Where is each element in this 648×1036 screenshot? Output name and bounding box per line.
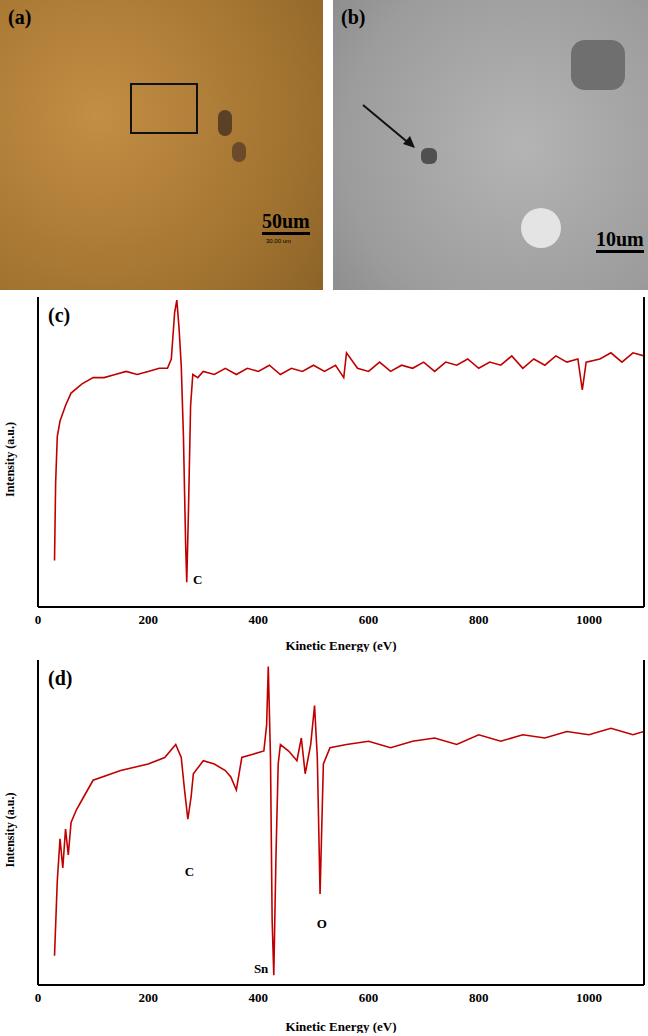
svg-text:Intensity (a.u.): Intensity (a.u.) [3, 422, 17, 497]
svg-text:C: C [185, 864, 194, 879]
html-text:(b): (b) [341, 6, 366, 28]
html-text:(d): (d) [48, 667, 73, 689]
html-text:(a): (a) [8, 6, 32, 28]
html-text:50um: 50um [262, 210, 310, 232]
svg-text:Intensity (a.u.): Intensity (a.u.) [3, 792, 17, 867]
svg-text:400: 400 [249, 990, 269, 1005]
svg-text:400: 400 [249, 612, 269, 627]
svg-text:Sn: Sn [254, 961, 269, 976]
svg-text:Kinetic Energy (eV): Kinetic Energy (eV) [285, 638, 396, 652]
html-text:30.00 um: 30.00 um [266, 238, 291, 244]
svg-text:O: O [317, 916, 327, 931]
svg-text:600: 600 [359, 612, 379, 627]
svg-text:800: 800 [469, 990, 489, 1005]
svg-text:C: C [193, 572, 202, 587]
html-text:(c): (c) [48, 304, 71, 326]
svg-text:800: 800 [469, 612, 489, 627]
svg-text:200: 200 [138, 990, 158, 1005]
html-text:10um: 10um [596, 228, 644, 250]
svg-text:0: 0 [35, 612, 42, 627]
svg-text:0: 0 [35, 990, 42, 1005]
svg-text:600: 600 [359, 990, 379, 1005]
svg-text:Kinetic Energy (eV): Kinetic Energy (eV) [285, 1019, 396, 1033]
svg-text:200: 200 [138, 612, 158, 627]
svg-text:1000: 1000 [576, 990, 602, 1005]
svg-text:1000: 1000 [576, 612, 602, 627]
